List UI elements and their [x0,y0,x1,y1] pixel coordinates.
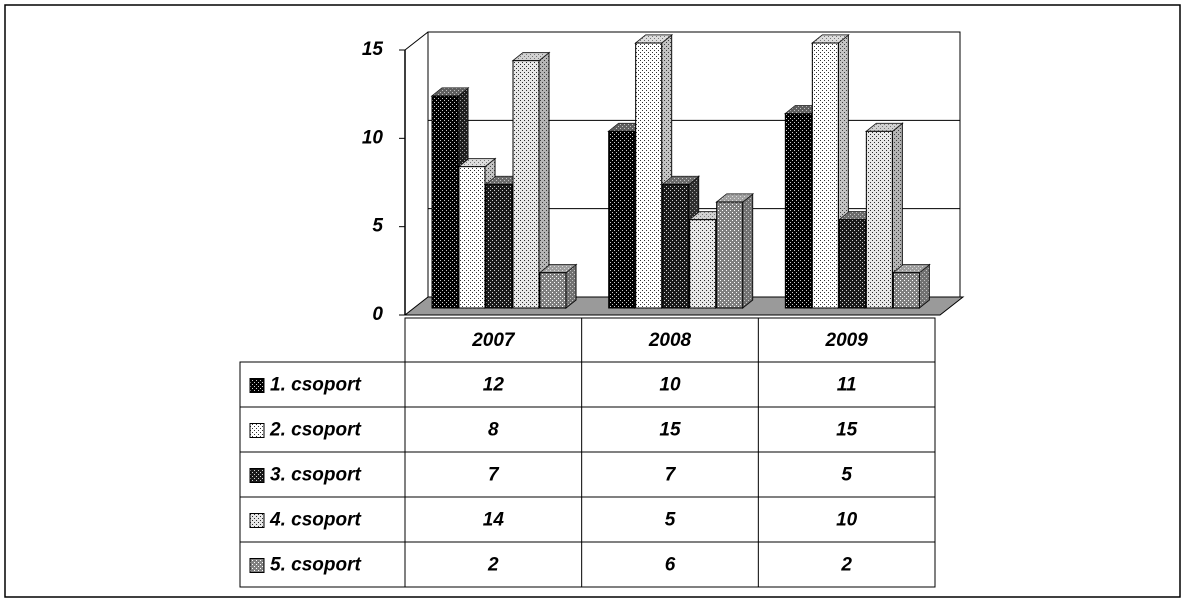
table-value: 5 [665,510,676,531]
x-tick-label: 2008 [648,330,692,351]
bar [635,42,663,309]
legend-label: 3. csoport [270,465,361,486]
bar [865,130,893,309]
legend-label: 1. csoport [270,375,361,396]
legend-key [249,423,265,438]
table-value: 15 [659,420,681,441]
table-value: 7 [665,465,677,486]
bar [892,272,920,309]
legend-key [249,513,265,528]
x-tick-label: 2007 [471,330,516,351]
table-value: 14 [483,510,505,531]
bar [512,60,540,309]
frame [4,4,1181,598]
y-tick-label: 5 [372,216,383,237]
table-body-box [239,361,936,588]
y-tick-label: 0 [372,304,383,325]
bar [485,183,513,309]
bar-top-shade [812,35,849,43]
legend-key [249,558,265,573]
table-value: 8 [488,420,499,441]
bar-top-shade [635,35,672,43]
legend-label: 5. csoport [270,555,361,576]
bar-top-shade [513,52,549,61]
y-tick-label: 10 [362,127,384,148]
bar-top-shade [540,264,576,273]
table-value: 10 [659,375,681,396]
bar [811,42,839,309]
legend-key [249,468,265,483]
bar [838,219,866,309]
bar-top-shade [432,88,468,96]
table-value: 11 [837,375,857,396]
table-value: 12 [483,375,505,396]
bar-top-shade [662,176,699,185]
bar-top-shade [716,194,753,202]
table-value: 6 [665,555,676,576]
bar-top-shade [866,123,903,132]
bar [608,130,636,309]
table-value: 15 [836,420,858,441]
table-value: 5 [841,465,852,486]
table-value: 7 [488,465,500,486]
table-value: 10 [836,510,858,531]
legend-key [249,378,265,393]
bar-top-shade [459,158,495,167]
bar [716,201,744,309]
bar [784,113,812,309]
bar-side-shade [566,264,576,308]
y-tick-label: 15 [362,39,384,60]
bar [662,183,690,309]
bar [458,166,486,309]
bar-side-shade [892,123,903,308]
legend-label: 4. csoport [269,510,361,531]
x-tick-label: 2009 [825,330,869,351]
bar-side-shade [742,194,753,308]
bar [689,219,717,309]
bar-side-shade [539,52,549,308]
legend-label: 2. csoport [269,420,361,441]
bar-side-shade [919,264,930,308]
table-value: 2 [840,555,852,576]
bar [431,95,459,309]
side-edge [404,31,429,51]
bar-top-shade [893,264,930,273]
bar [539,272,567,309]
table-value: 2 [487,555,499,576]
